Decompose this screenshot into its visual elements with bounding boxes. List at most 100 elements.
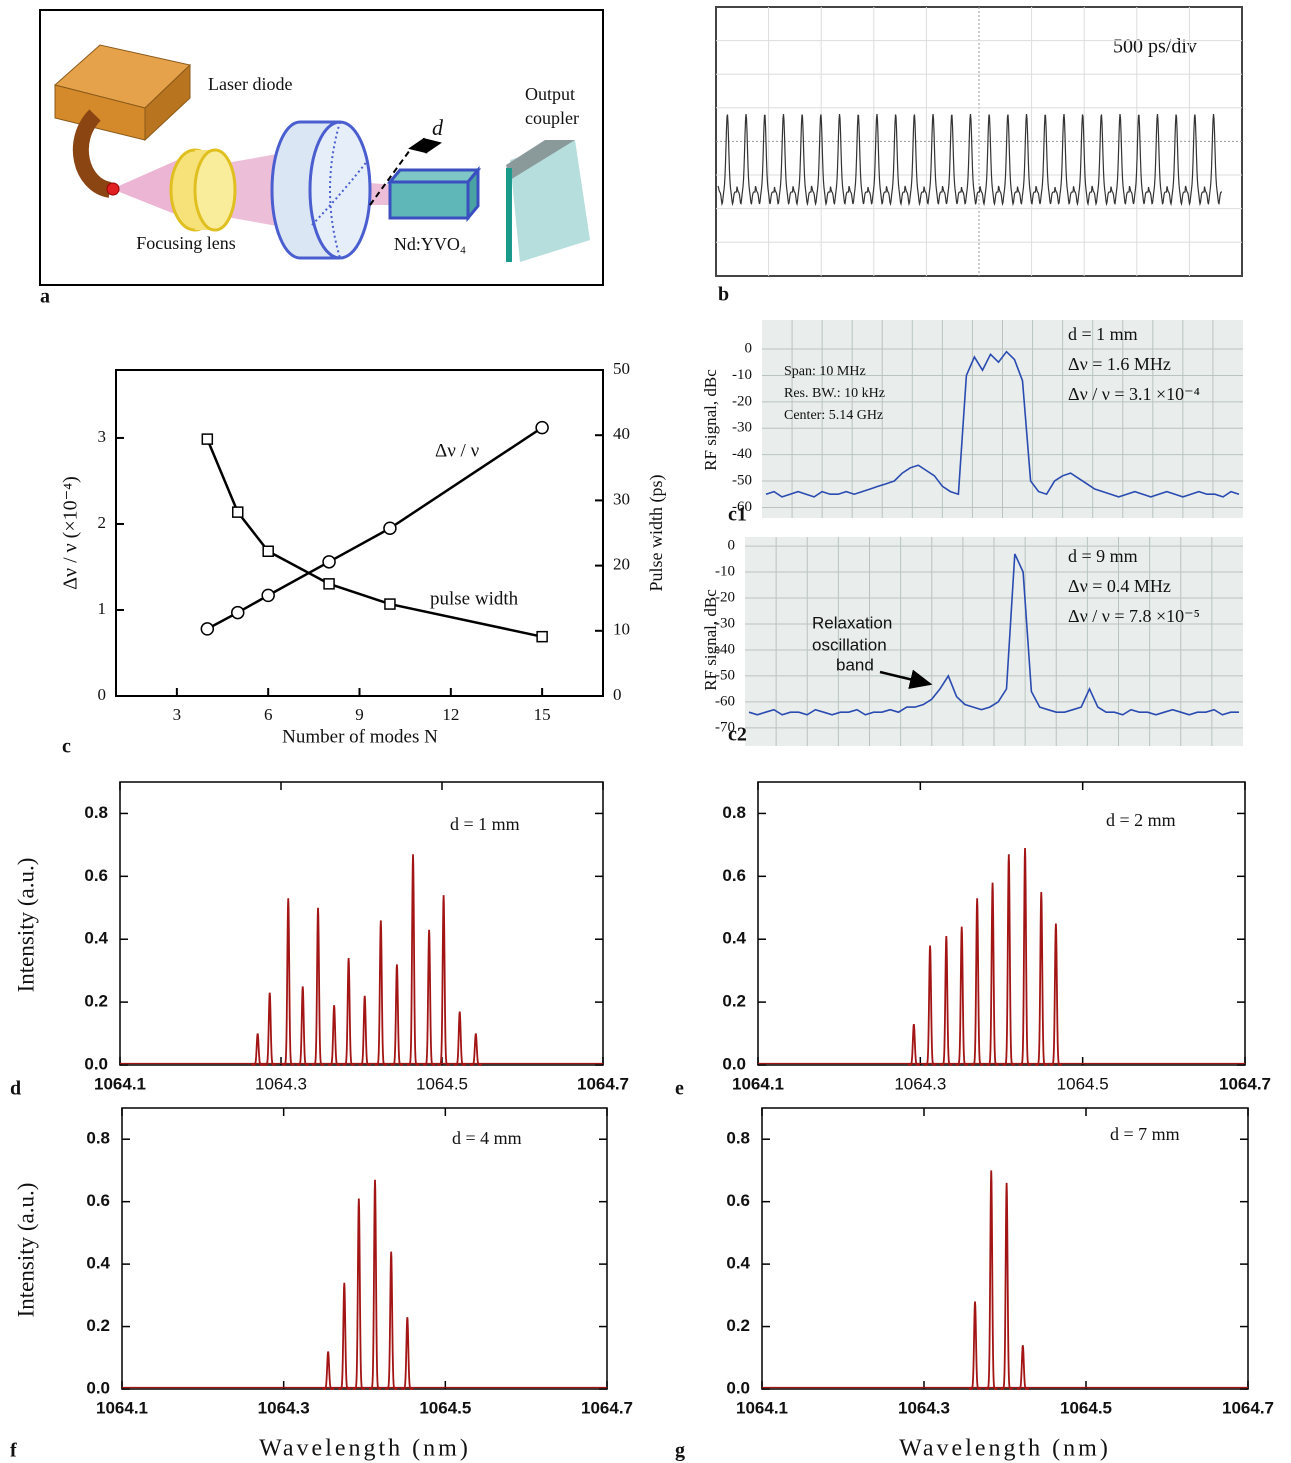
peak: [907, 1023, 920, 1066]
peak: [437, 895, 450, 1066]
y-tick-label: 0.6: [722, 866, 746, 885]
fiber: [72, 109, 113, 198]
y-tick-label: -50: [715, 667, 735, 683]
y-tick-label: -40: [715, 641, 735, 657]
annotation: Res. BW.: 10 kHz: [784, 386, 885, 401]
series-line: [206, 438, 543, 638]
annotation: Δν / ν = 7.8 ×10⁻⁵: [1068, 606, 1200, 626]
y-tick-label: 0: [728, 538, 736, 554]
panel-label: e: [675, 1078, 684, 1100]
peak: [401, 1317, 414, 1390]
y-tick-label: 0.2: [722, 992, 746, 1011]
marker: [261, 588, 275, 603]
peak: [311, 907, 325, 1066]
y-tick-label: 0.6: [726, 1191, 750, 1210]
peak: [296, 986, 309, 1066]
laser-diode-side: [144, 63, 191, 142]
crystal-front: [388, 180, 470, 220]
peak: [1016, 1345, 1029, 1390]
x-tick-label: 1064.1: [736, 1398, 788, 1417]
y-tick-label: 2: [98, 513, 107, 532]
peak: [423, 929, 436, 1066]
x-tick-label: 1064.1: [94, 1074, 146, 1093]
panel-label: b: [718, 284, 729, 306]
x-tick-label: 3: [173, 705, 182, 724]
y-axis-label: Δν / ν (×10⁻⁴): [60, 476, 82, 590]
label: Output: [525, 84, 575, 104]
y-tick-label: -40: [732, 446, 752, 462]
annotation: Δν = 0.4 MHz: [1068, 576, 1171, 596]
x-axis-label: Wavelength (nm): [899, 1436, 1111, 1462]
y-tick-label: 0.2: [726, 1316, 750, 1335]
peak: [955, 926, 968, 1066]
y-tick-label: 0.4: [84, 929, 108, 948]
trace: [765, 350, 1240, 498]
y2-tick-label: 30: [613, 489, 630, 508]
plot-frame: [121, 1107, 608, 1390]
peak: [390, 964, 403, 1066]
peak: [368, 1179, 382, 1390]
annotation: Relaxation: [812, 613, 892, 632]
peak: [1049, 923, 1062, 1066]
panel-label: a: [40, 286, 50, 308]
peak: [986, 882, 999, 1066]
annotation: d = 2 mm: [1106, 810, 1176, 830]
peak: [469, 1033, 482, 1066]
y-axis-label: RF signal, dBc: [701, 589, 720, 691]
x-tick-label: 1064.7: [581, 1398, 633, 1417]
y2-tick-label: 40: [613, 424, 630, 443]
x-tick-label: 1064.7: [1219, 1074, 1271, 1093]
series-label: Δν / ν: [435, 440, 480, 461]
x-tick-label: 1064.7: [1222, 1398, 1274, 1417]
marker: [383, 521, 397, 536]
x-tick-label: 1064.5: [416, 1074, 468, 1093]
x-tick-label: 1064.1: [732, 1074, 784, 1093]
peak: [328, 1005, 341, 1066]
series-label: pulse width: [430, 588, 519, 609]
peak: [453, 1011, 466, 1066]
y-tick-label: -30: [732, 420, 752, 436]
peak: [1035, 892, 1048, 1066]
y2-axis-label: Pulse width (ps): [646, 474, 667, 591]
panel-label: f: [10, 1440, 17, 1462]
peak: [263, 992, 276, 1066]
peak: [1000, 1182, 1013, 1390]
y-tick-label: 1: [98, 599, 107, 618]
annotation-arrow: [879, 669, 933, 690]
marker: [200, 622, 215, 636]
y-tick-label: 0.8: [726, 1129, 750, 1148]
peak: [251, 1033, 264, 1066]
annotation: Δν = 1.6 MHz: [1068, 354, 1171, 374]
marker: [323, 578, 335, 590]
y2-tick-label: 10: [613, 620, 630, 639]
y-tick-label: 0.2: [86, 1316, 110, 1335]
peak: [358, 995, 371, 1066]
panel-label: c2: [728, 724, 747, 746]
label: coupler: [525, 108, 579, 128]
y-tick-label: -10: [732, 367, 752, 383]
peak: [968, 1301, 982, 1390]
peak: [352, 1198, 365, 1390]
peak: [1018, 848, 1032, 1066]
crystal-side: [466, 165, 480, 223]
x-tick-label: 9: [355, 705, 364, 724]
marker: [231, 605, 245, 620]
emitter: [106, 182, 120, 196]
y-tick-label: -60: [715, 693, 735, 709]
y-tick-label: 0: [98, 685, 107, 704]
label: d: [432, 115, 444, 140]
y-tick-label: 0.4: [86, 1254, 110, 1273]
y-tick-label: -30: [715, 615, 735, 631]
setup-diagram: Laser diode Output coupler d Focusing le…: [39, 9, 604, 308]
label: Nd:YVO₄: [394, 234, 466, 254]
annotation: d = 1 mm: [450, 814, 520, 834]
y-tick-label: 0.6: [86, 1191, 110, 1210]
x-tick-label: 12: [442, 705, 459, 724]
panel-label: c1: [728, 504, 747, 526]
oscilloscope: 500 ps/div b: [715, 6, 1243, 306]
annotation: d = 4 mm: [452, 1128, 522, 1148]
annotation: Center: 5.14 GHz: [784, 408, 883, 423]
annotation: Span: 10 MHz: [784, 364, 866, 379]
x-tick-label: 1064.5: [1057, 1074, 1109, 1093]
